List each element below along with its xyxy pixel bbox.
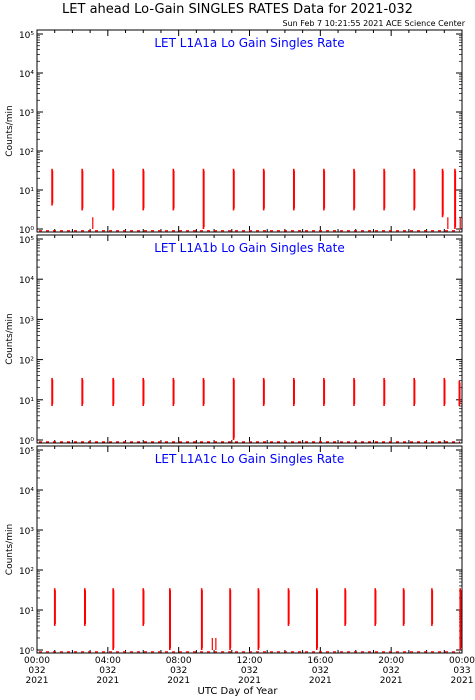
- y-tick-label: 10³: [19, 316, 34, 326]
- y-tick-label: 10⁵: [19, 31, 34, 41]
- y-axis-label: Counts/min: [5, 313, 15, 364]
- panel-1: 10⁰ 10¹ 10² 10³ 10⁴ 10⁵ Counts/min LET L1A1a Lo…: [5, 29, 463, 236]
- x-tick-year: 2021: [380, 676, 403, 686]
- y-axis-label: Counts/min: [5, 524, 15, 575]
- panel-frame: [36, 29, 463, 233]
- y-tick-label: 10³: [19, 109, 34, 119]
- x-tick-year: 2021: [309, 676, 332, 686]
- x-axis-label: UTC Day of Year: [197, 686, 278, 697]
- panel-frame: [36, 445, 463, 654]
- x-tick-year: 2021: [238, 676, 261, 686]
- y-tick-label: 10⁴: [19, 70, 34, 80]
- y-tick-label: 10⁵: [19, 447, 34, 457]
- y-axis-label: Counts/min: [5, 105, 15, 156]
- x-tick-time: 00:00: [24, 656, 50, 666]
- panel-title: LET L1A1b Lo Gain Singles Rate: [154, 241, 345, 255]
- y-tick-label: 10¹: [19, 607, 34, 617]
- x-tick-time: 16:00: [307, 656, 333, 666]
- y-tick-label: 10²: [19, 357, 34, 367]
- page-title: LET ahead Lo-Gain SINGLES RATES Data for…: [62, 2, 413, 17]
- x-tick-time: 00:00: [449, 656, 475, 666]
- x-tick-year: 2021: [167, 676, 190, 686]
- y-tick-label: 10⁵: [19, 236, 34, 246]
- panel-3: 10⁰ 10¹ 10² 10³ 10⁴ 10⁵ Counts/min LET L1A1c Lo…: [5, 445, 463, 657]
- x-tick-time: 12:00: [237, 656, 263, 666]
- y-tick-label: 10¹: [19, 397, 34, 407]
- timestamp: Sun Feb 7 10:21:55 2021 ACE Science Cent…: [282, 19, 465, 28]
- y-tick-label: 10⁰: [19, 437, 34, 447]
- panel-title: LET L1A1c Lo Gain Singles Rate: [155, 452, 345, 466]
- y-tick-label: 10¹: [19, 187, 34, 197]
- panel-title: LET L1A1a Lo Gain Singles Rate: [154, 36, 344, 50]
- x-tick-day: 032: [241, 666, 258, 676]
- y-tick-label: 10²: [19, 148, 34, 158]
- x-tick-year: 2021: [451, 676, 474, 686]
- x-tick-time: 08:00: [166, 656, 192, 666]
- panel-2: 10⁰ 10¹ 10² 10³ 10⁴ 10⁵ Counts/min LET L1A1b Lo…: [5, 234, 463, 447]
- x-tick-day: 032: [170, 666, 187, 676]
- y-tick-label: 10⁴: [19, 276, 34, 286]
- x-tick-day: 033: [453, 666, 470, 676]
- y-tick-label: 10⁴: [19, 487, 34, 497]
- panel-frame: [36, 234, 463, 444]
- x-tick-time: 20:00: [378, 656, 404, 666]
- x-tick-year: 2021: [96, 676, 119, 686]
- y-tick-label: 10³: [19, 527, 34, 537]
- x-tick-day: 032: [383, 666, 400, 676]
- x-tick-day: 032: [312, 666, 329, 676]
- x-tick-time: 04:00: [95, 656, 121, 666]
- x-tick-year: 2021: [26, 676, 49, 686]
- y-tick-label: 10⁰: [19, 647, 34, 657]
- y-tick-label: 10²: [19, 567, 34, 577]
- x-tick-day: 032: [99, 666, 116, 676]
- x-tick-day: 032: [28, 666, 45, 676]
- y-tick-label: 10⁰: [19, 226, 34, 236]
